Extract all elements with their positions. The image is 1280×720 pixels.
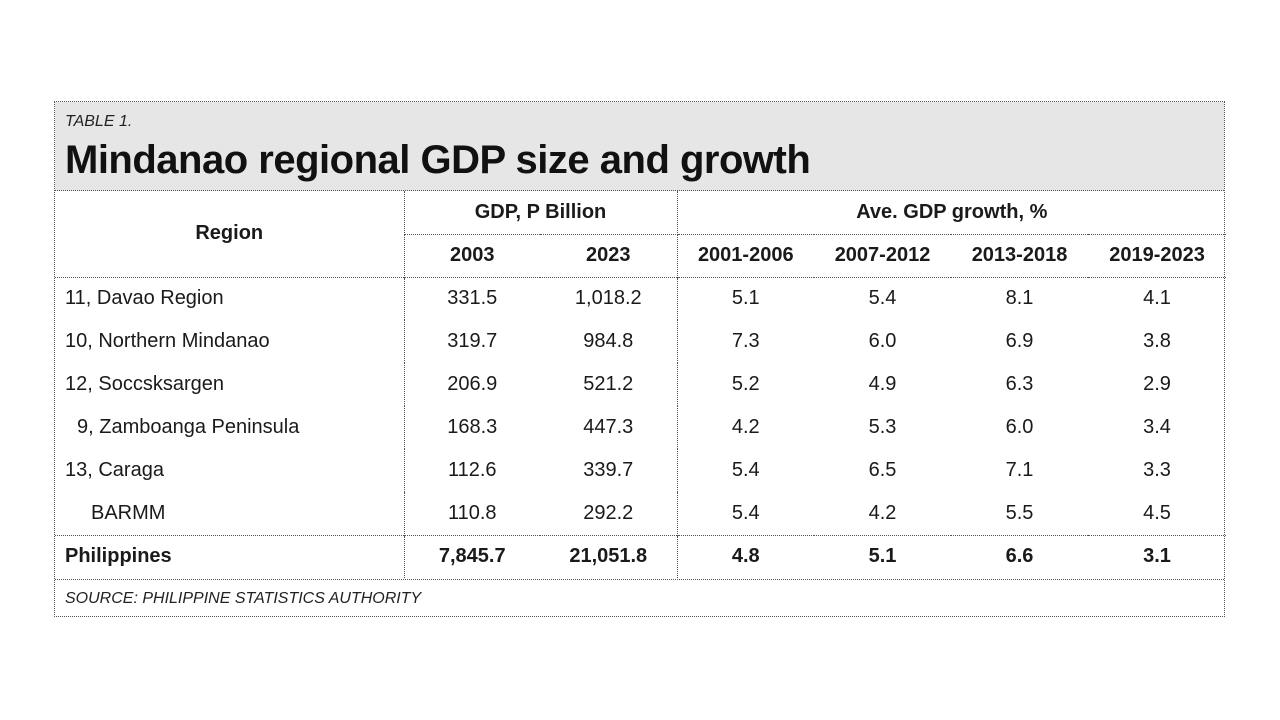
region-name: 10, Northern Mindanao: [55, 320, 405, 363]
growth-cell: 4.1: [1143, 287, 1171, 310]
total-region-name: Philippines: [55, 535, 405, 578]
gdp-cell: 984.8: [540, 320, 678, 363]
region-column-header: Region: [55, 191, 405, 277]
total-gdp-cell: 7,845.7: [438, 545, 506, 568]
growth-group-header: Ave. GDP growth, %: [677, 191, 1227, 235]
region-name: BARMM: [55, 492, 405, 535]
growth-cell: 5.4: [731, 459, 760, 481]
growth-cell: 2.9: [1143, 373, 1171, 395]
total-row: Philippines 7,845.7 21,051.8 4.8 5.1 6.6…: [55, 535, 1227, 578]
total-growth-cell: 4.8: [731, 545, 760, 568]
growth-cell: 6.5: [868, 459, 897, 481]
source-row: SOURCE: PHILIPPINE STATISTICS AUTHORITY: [55, 579, 1224, 617]
growth-cell: 5.1: [731, 287, 760, 310]
growth-cell: 5.4: [731, 501, 760, 524]
source-note: SOURCE: PHILIPPINE STATISTICS AUTHORITY: [65, 590, 422, 607]
growth-cell: 5.4: [868, 287, 897, 310]
period-header: 2013-2018: [971, 244, 1068, 266]
growth-cell: 7.1: [1005, 459, 1034, 481]
growth-cell: 5.5: [1005, 501, 1034, 524]
table-row: 13, Caraga 112.6 339.7 5.4 6.5 7.1 3.3: [55, 449, 1226, 492]
region-name: 11, Davao Region: [55, 277, 405, 320]
gdp-table: Region GDP, P Billion Ave. GDP growth, %…: [55, 191, 1227, 578]
gdp-cell: 206.9: [447, 373, 498, 395]
growth-cell: 4.9: [868, 373, 897, 395]
total-gdp-cell: 21,051.8: [540, 535, 678, 578]
gdp-cell: 292.2: [540, 492, 678, 535]
gdp-cell: 110.8: [447, 501, 497, 524]
growth-cell: 4.5: [1143, 501, 1171, 524]
total-growth-cell: 3.1: [1143, 545, 1171, 568]
header-band: TABLE 1. Mindanao regional GDP size and …: [55, 102, 1224, 191]
growth-cell: 5.3: [868, 416, 897, 438]
gdp-cell: 112.6: [447, 459, 497, 481]
growth-cell: 4.2: [868, 501, 897, 524]
region-name: 12, Soccsksargen: [55, 363, 405, 406]
growth-cell: 7.3: [731, 330, 760, 352]
period-header: 2007-2012: [834, 244, 931, 266]
gdp-cell: 168.3: [447, 416, 498, 438]
growth-cell: 5.2: [731, 373, 760, 395]
gdp-cell: 1,018.2: [540, 277, 678, 320]
growth-cell: 3.3: [1143, 459, 1171, 481]
gdp-cell: 339.7: [540, 449, 678, 492]
gdp-cell: 331.5: [447, 287, 498, 310]
year-header: 2023: [540, 234, 678, 277]
total-growth-cell: 6.6: [1005, 545, 1034, 568]
total-growth-cell: 5.1: [868, 545, 897, 568]
gdp-cell: 447.3: [540, 406, 678, 449]
growth-cell: 3.4: [1143, 416, 1171, 438]
table-row: 9, Zamboanga Peninsula 168.3 447.3 4.2 5…: [55, 406, 1226, 449]
growth-cell: 4.2: [731, 416, 760, 438]
period-header: 2001-2006: [697, 244, 794, 266]
gdp-cell: 319.7: [447, 330, 498, 352]
table-label: TABLE 1.: [65, 113, 133, 130]
growth-cell: 6.0: [1005, 416, 1034, 438]
gdp-group-header: GDP, P Billion: [404, 191, 678, 235]
table-row: 10, Northern Mindanao 319.7 984.8 7.3 6.…: [55, 320, 1226, 363]
year-header: 2003: [450, 244, 495, 266]
growth-cell: 6.9: [1005, 330, 1034, 352]
table-frame: TABLE 1. Mindanao regional GDP size and …: [54, 101, 1227, 617]
table-title: Mindanao regional GDP size and growth: [65, 138, 811, 182]
gdp-cell: 521.2: [540, 363, 678, 406]
growth-cell: 6.0: [868, 330, 897, 352]
period-header: 2019-2023: [1109, 244, 1205, 266]
growth-cell: 6.3: [1005, 373, 1034, 395]
growth-cell: 8.1: [1005, 287, 1034, 310]
region-name: 13, Caraga: [55, 449, 405, 492]
growth-cell: 3.8: [1143, 330, 1171, 352]
table-row: BARMM 110.8 292.2 5.4 4.2 5.5 4.5: [55, 492, 1226, 535]
table-row: 12, Soccsksargen 206.9 521.2 5.2 4.9 6.3…: [55, 363, 1226, 406]
region-name: 9, Zamboanga Peninsula: [55, 406, 405, 449]
table-row: 11, Davao Region 331.5 1,018.2 5.1 5.4 8…: [55, 277, 1227, 320]
